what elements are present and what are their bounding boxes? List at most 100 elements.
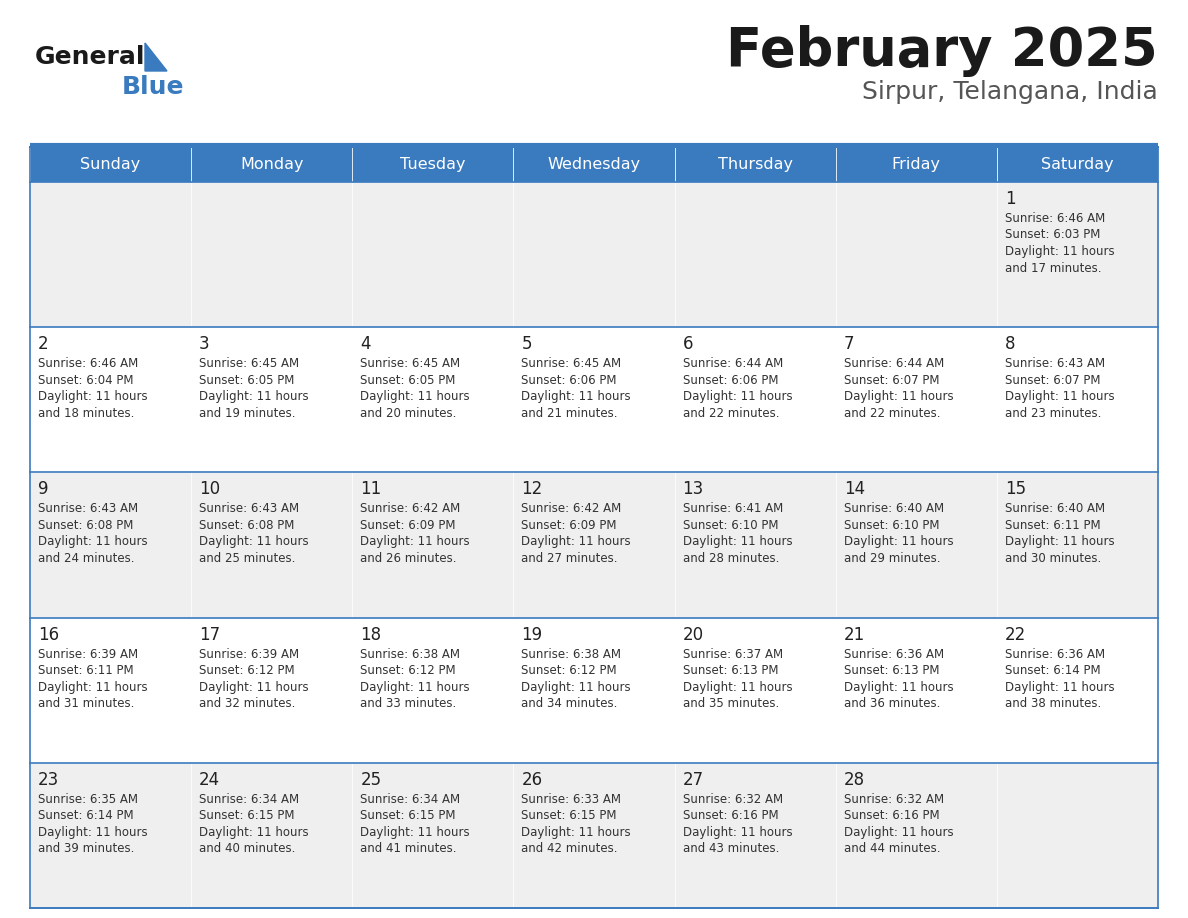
Text: Sunset: 6:12 PM: Sunset: 6:12 PM	[522, 664, 617, 677]
Text: 16: 16	[38, 625, 59, 644]
Text: Sunset: 6:06 PM: Sunset: 6:06 PM	[522, 374, 617, 386]
Text: Sunset: 6:09 PM: Sunset: 6:09 PM	[522, 519, 617, 532]
Text: Sunrise: 6:33 AM: Sunrise: 6:33 AM	[522, 793, 621, 806]
Text: 10: 10	[200, 480, 220, 498]
Bar	[997, 473, 1158, 618]
Text: Daylight: 11 hours: Daylight: 11 hours	[360, 826, 470, 839]
Text: Sunrise: 6:36 AM: Sunrise: 6:36 AM	[843, 647, 943, 661]
Bar	[30, 618, 191, 763]
Text: Sirpur, Telangana, India: Sirpur, Telangana, India	[862, 80, 1158, 104]
Text: Daylight: 11 hours: Daylight: 11 hours	[843, 390, 953, 403]
Text: and 39 minutes.: and 39 minutes.	[38, 843, 134, 856]
Text: and 26 minutes.: and 26 minutes.	[360, 552, 456, 565]
Bar	[513, 473, 675, 618]
Text: Daylight: 11 hours: Daylight: 11 hours	[360, 535, 470, 548]
Text: Sunrise: 6:36 AM: Sunrise: 6:36 AM	[1005, 647, 1105, 661]
Text: Daylight: 11 hours: Daylight: 11 hours	[1005, 390, 1114, 403]
Text: Daylight: 11 hours: Daylight: 11 hours	[522, 680, 631, 694]
Text: Tuesday: Tuesday	[400, 157, 466, 172]
Polygon shape	[145, 43, 168, 71]
Text: Sunset: 6:07 PM: Sunset: 6:07 PM	[1005, 374, 1100, 386]
Text: Daylight: 11 hours: Daylight: 11 hours	[843, 535, 953, 548]
Bar	[835, 147, 997, 182]
Text: 20: 20	[683, 625, 703, 644]
Text: Daylight: 11 hours: Daylight: 11 hours	[200, 680, 309, 694]
Text: 25: 25	[360, 771, 381, 789]
Text: and 23 minutes.: and 23 minutes.	[1005, 407, 1101, 420]
Text: 9: 9	[38, 480, 49, 498]
Text: Sunrise: 6:42 AM: Sunrise: 6:42 AM	[522, 502, 621, 515]
Bar	[353, 182, 513, 327]
Text: Daylight: 11 hours: Daylight: 11 hours	[522, 826, 631, 839]
Text: Daylight: 11 hours: Daylight: 11 hours	[38, 535, 147, 548]
Text: 2: 2	[38, 335, 49, 353]
Text: Daylight: 11 hours: Daylight: 11 hours	[200, 390, 309, 403]
Text: and 36 minutes.: and 36 minutes.	[843, 697, 940, 711]
Text: 21: 21	[843, 625, 865, 644]
Text: 12: 12	[522, 480, 543, 498]
Bar	[30, 147, 191, 182]
Text: Daylight: 11 hours: Daylight: 11 hours	[200, 826, 309, 839]
Bar	[835, 473, 997, 618]
Bar	[353, 327, 513, 473]
Text: Sunrise: 6:46 AM: Sunrise: 6:46 AM	[38, 357, 138, 370]
Text: and 31 minutes.: and 31 minutes.	[38, 697, 134, 711]
Text: Daylight: 11 hours: Daylight: 11 hours	[683, 680, 792, 694]
Text: Sunrise: 6:37 AM: Sunrise: 6:37 AM	[683, 647, 783, 661]
Text: Sunrise: 6:34 AM: Sunrise: 6:34 AM	[360, 793, 461, 806]
Text: 5: 5	[522, 335, 532, 353]
Text: Daylight: 11 hours: Daylight: 11 hours	[360, 680, 470, 694]
Text: Daylight: 11 hours: Daylight: 11 hours	[522, 535, 631, 548]
Text: and 21 minutes.: and 21 minutes.	[522, 407, 618, 420]
Text: and 19 minutes.: and 19 minutes.	[200, 407, 296, 420]
Text: Sunset: 6:10 PM: Sunset: 6:10 PM	[683, 519, 778, 532]
Bar	[675, 763, 835, 908]
Text: Daylight: 11 hours: Daylight: 11 hours	[843, 680, 953, 694]
Bar	[997, 618, 1158, 763]
Text: 28: 28	[843, 771, 865, 789]
Text: and 38 minutes.: and 38 minutes.	[1005, 697, 1101, 711]
Bar	[835, 327, 997, 473]
Text: Sunday: Sunday	[81, 157, 140, 172]
Text: Daylight: 11 hours: Daylight: 11 hours	[360, 390, 470, 403]
Text: Sunrise: 6:44 AM: Sunrise: 6:44 AM	[683, 357, 783, 370]
Text: Blue: Blue	[122, 75, 184, 99]
Text: Sunset: 6:15 PM: Sunset: 6:15 PM	[522, 810, 617, 823]
Bar	[997, 147, 1158, 182]
Text: and 40 minutes.: and 40 minutes.	[200, 843, 296, 856]
Text: Daylight: 11 hours: Daylight: 11 hours	[38, 680, 147, 694]
Text: Sunset: 6:12 PM: Sunset: 6:12 PM	[200, 664, 295, 677]
Bar	[30, 182, 191, 327]
Bar	[835, 763, 997, 908]
Text: Sunrise: 6:34 AM: Sunrise: 6:34 AM	[200, 793, 299, 806]
Bar	[513, 618, 675, 763]
Text: 18: 18	[360, 625, 381, 644]
Text: and 28 minutes.: and 28 minutes.	[683, 552, 779, 565]
Bar	[997, 182, 1158, 327]
Text: Sunset: 6:16 PM: Sunset: 6:16 PM	[843, 810, 940, 823]
Text: 11: 11	[360, 480, 381, 498]
Text: Sunrise: 6:43 AM: Sunrise: 6:43 AM	[38, 502, 138, 515]
Bar	[835, 182, 997, 327]
Bar	[675, 473, 835, 618]
Text: Daylight: 11 hours: Daylight: 11 hours	[843, 826, 953, 839]
Text: Sunset: 6:10 PM: Sunset: 6:10 PM	[843, 519, 940, 532]
Bar	[191, 763, 353, 908]
Text: Sunset: 6:14 PM: Sunset: 6:14 PM	[1005, 664, 1100, 677]
Text: and 27 minutes.: and 27 minutes.	[522, 552, 618, 565]
Text: and 44 minutes.: and 44 minutes.	[843, 843, 940, 856]
Text: Saturday: Saturday	[1041, 157, 1113, 172]
Text: Daylight: 11 hours: Daylight: 11 hours	[38, 390, 147, 403]
Text: and 24 minutes.: and 24 minutes.	[38, 552, 134, 565]
Text: Daylight: 11 hours: Daylight: 11 hours	[1005, 535, 1114, 548]
Bar	[675, 182, 835, 327]
Text: 24: 24	[200, 771, 220, 789]
Text: 7: 7	[843, 335, 854, 353]
Text: 19: 19	[522, 625, 543, 644]
Text: Daylight: 11 hours: Daylight: 11 hours	[683, 390, 792, 403]
Text: Sunset: 6:06 PM: Sunset: 6:06 PM	[683, 374, 778, 386]
Bar	[353, 618, 513, 763]
Text: Sunset: 6:05 PM: Sunset: 6:05 PM	[200, 374, 295, 386]
Text: 8: 8	[1005, 335, 1016, 353]
Text: Sunset: 6:08 PM: Sunset: 6:08 PM	[200, 519, 295, 532]
